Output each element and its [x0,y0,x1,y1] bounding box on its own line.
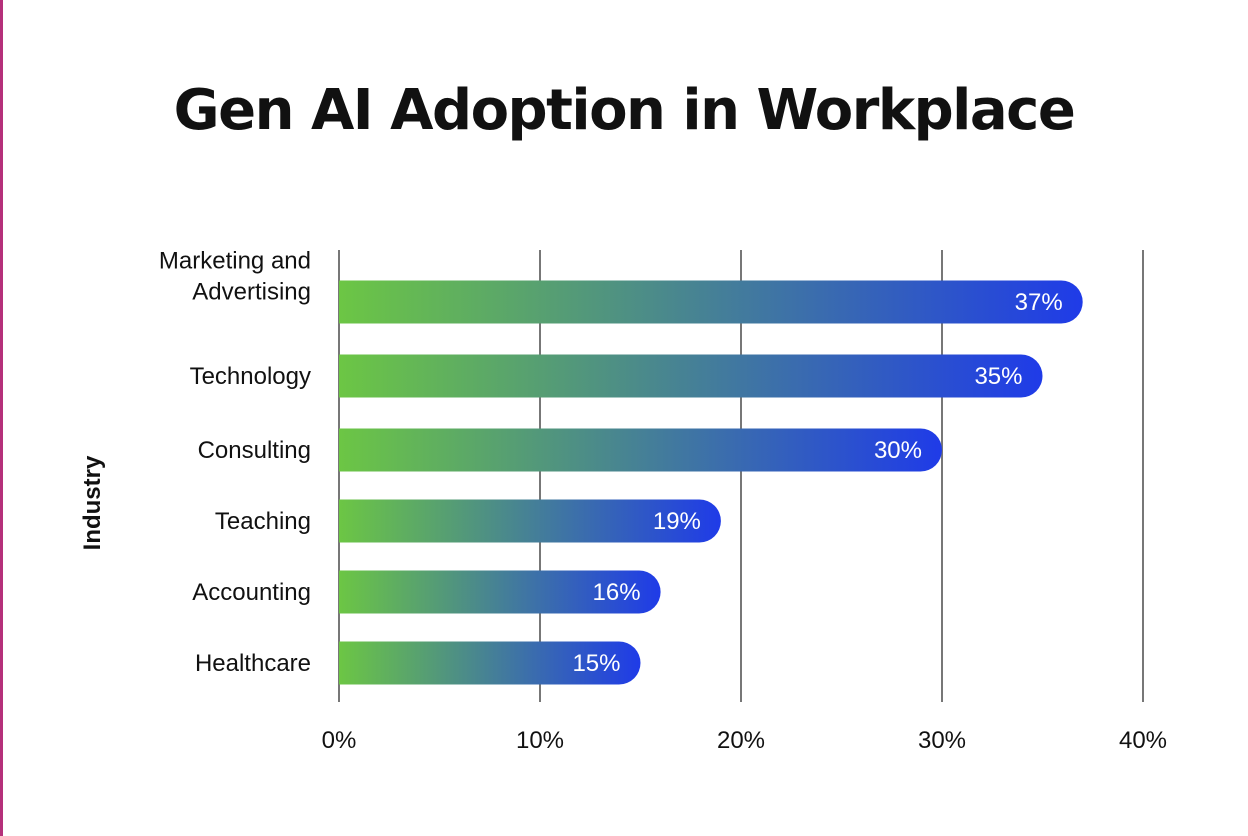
left-border [0,0,3,836]
x-tick-label: 20% [717,727,765,754]
y-tick-label: Healthcare [195,650,311,677]
bar [339,428,942,472]
data-label: 30% [874,437,922,464]
y-tick-label: Teaching [215,508,311,535]
x-tick-label: 0% [322,727,357,754]
data-label: 16% [593,579,641,606]
data-label: 37% [1015,289,1063,316]
y-tick-label: Marketing and [159,248,311,275]
bar [339,499,721,543]
data-label: 35% [974,363,1022,390]
bar [339,641,641,685]
bar [339,280,1083,324]
y-tick-label: Advertising [192,279,311,306]
bar [339,354,1043,398]
y-tick-label: Technology [190,363,311,390]
data-label: 19% [653,508,701,535]
bar [339,570,661,614]
data-label: 15% [572,650,620,677]
y-tick-label: Consulting [198,437,311,464]
x-tick-label: 10% [516,727,564,754]
x-tick-label: 30% [918,727,966,754]
chart-title: Gen AI Adoption in Workplace [173,78,1076,143]
x-tick-label: 40% [1119,727,1167,754]
y-tick-label: Accounting [192,579,311,606]
